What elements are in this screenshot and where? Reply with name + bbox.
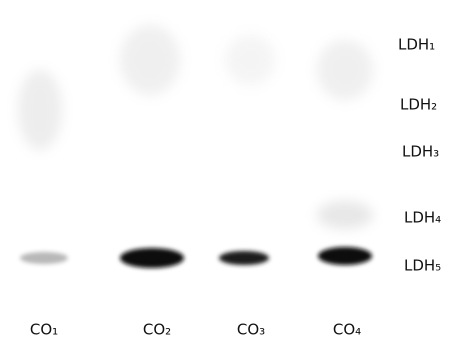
band bbox=[318, 247, 372, 265]
lane-label: CO₁ bbox=[30, 321, 58, 339]
band-label: LDH₅ bbox=[404, 257, 441, 275]
smear bbox=[225, 35, 275, 85]
band-label: LDH₄ bbox=[404, 209, 441, 227]
band bbox=[219, 251, 269, 265]
smear bbox=[317, 201, 373, 229]
band-label: LDH₃ bbox=[402, 143, 439, 161]
lane-label: CO₃ bbox=[237, 321, 265, 339]
band-label: LDH₂ bbox=[400, 96, 437, 114]
page: CO₁ CO₂ CO₃ CO₄ LDH₁ LDH₂ LDH₃ LDH₄ LDH₅… bbox=[0, 0, 470, 352]
gel-figure: CO₁ CO₂ CO₃ CO₄ LDH₁ LDH₂ LDH₃ LDH₄ LDH₅ bbox=[0, 0, 470, 352]
band bbox=[20, 252, 68, 264]
band bbox=[120, 248, 184, 268]
smear bbox=[120, 25, 180, 95]
band-label: LDH₁ bbox=[398, 36, 435, 54]
lane-label: CO₄ bbox=[333, 321, 361, 339]
smear bbox=[317, 40, 373, 100]
lane-label: CO₂ bbox=[143, 321, 171, 339]
smear bbox=[18, 70, 62, 150]
